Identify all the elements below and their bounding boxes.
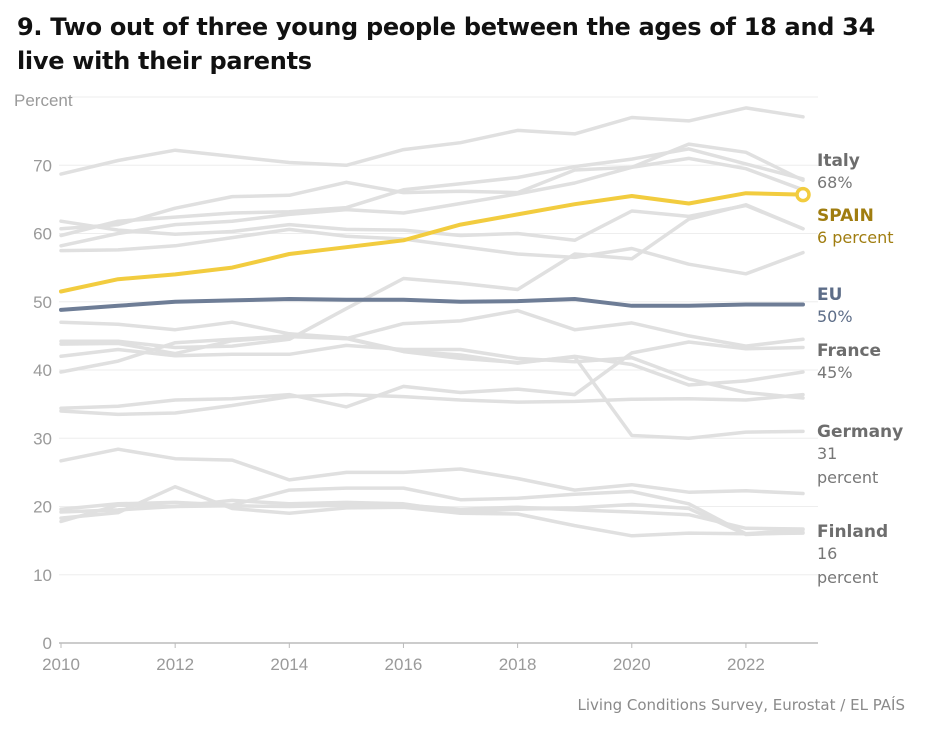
y-tick-label: 60 [33, 225, 52, 244]
x-tick-label: 2022 [727, 655, 765, 674]
background-country-line [59, 392, 805, 417]
x-tick-label: 2018 [499, 655, 537, 674]
background-country-line [59, 106, 805, 176]
series-name-label: Finland [817, 522, 888, 542]
series-value-label: 6 percent [817, 228, 894, 247]
x-tick-label: 2014 [270, 655, 308, 674]
background-country-line [59, 498, 805, 537]
y-tick-label: 30 [33, 429, 52, 448]
chart-title: 9. Two out of three young people between… [17, 13, 875, 75]
y-tick-label: 50 [33, 293, 52, 312]
gridlines [59, 96, 818, 644]
spain-line [59, 191, 805, 294]
background-country-line [59, 320, 805, 387]
background-country-line [59, 340, 805, 410]
background-country-line [59, 486, 805, 536]
series-value-label: 31 [817, 444, 837, 463]
y-tick-label: 40 [33, 361, 52, 380]
series-value-label: percent [817, 568, 878, 587]
background-country-line [59, 343, 805, 400]
y-tick-label: 70 [33, 156, 52, 175]
series-value-label: 50% [817, 307, 853, 326]
series-value-label: 16 [817, 544, 837, 563]
series-name-label: EU [817, 285, 842, 305]
y-axis-unit-label: Percent [14, 91, 73, 110]
series-name-label: SPAIN [817, 206, 874, 226]
series-name-label: Germany [817, 422, 903, 442]
series-end-labels: Italy 68% SPAIN 6 percent EU 50% France 45% Germ… [817, 151, 903, 587]
y-tick-label: 0 [43, 634, 52, 653]
source-credit: Living Conditions Survey, Eurostat / EL … [577, 696, 906, 714]
background-country-line [59, 308, 805, 356]
x-tick-label: 2016 [385, 655, 423, 674]
germany-end-label: Germany 31 percent [817, 422, 903, 487]
background-country-line [59, 156, 805, 248]
x-tick-label: 2020 [613, 655, 651, 674]
eu-end-label: EU 50% [817, 285, 853, 326]
y-tick-label: 20 [33, 498, 52, 517]
background-country-line [59, 334, 805, 441]
background-country-line [59, 227, 805, 276]
x-tick-label: 2010 [42, 655, 80, 674]
series-value-label: percent [817, 468, 878, 487]
spain-endpoint-marker [795, 186, 811, 203]
eu-line [59, 297, 805, 312]
series-name-label: France [817, 341, 881, 361]
spain-end-label: SPAIN 6 percent [817, 206, 894, 247]
background-country-line [59, 142, 805, 231]
background-country-line [59, 484, 805, 538]
y-tick-label: 10 [33, 566, 52, 585]
background-country-line [59, 203, 805, 350]
series-name-label: Italy [817, 151, 860, 171]
background-country-line [59, 447, 805, 496]
france-end-label: France 45% [817, 341, 881, 382]
y-axis-ticks: 0 10 20 30 40 50 60 70 [33, 156, 52, 653]
x-tick-label: 2012 [156, 655, 194, 674]
series-value-label: 45% [817, 363, 853, 382]
finland-end-label: Finland 16 percent [817, 522, 888, 587]
background-country-line [59, 147, 805, 238]
series-value-label: 68% [817, 173, 853, 192]
italy-end-label: Italy 68% [817, 151, 860, 192]
x-axis-ticks: 2010 2012 2014 2016 2018 2020 2022 [42, 643, 765, 674]
background-series-group [59, 106, 805, 538]
highlighted-series-group [59, 191, 805, 312]
